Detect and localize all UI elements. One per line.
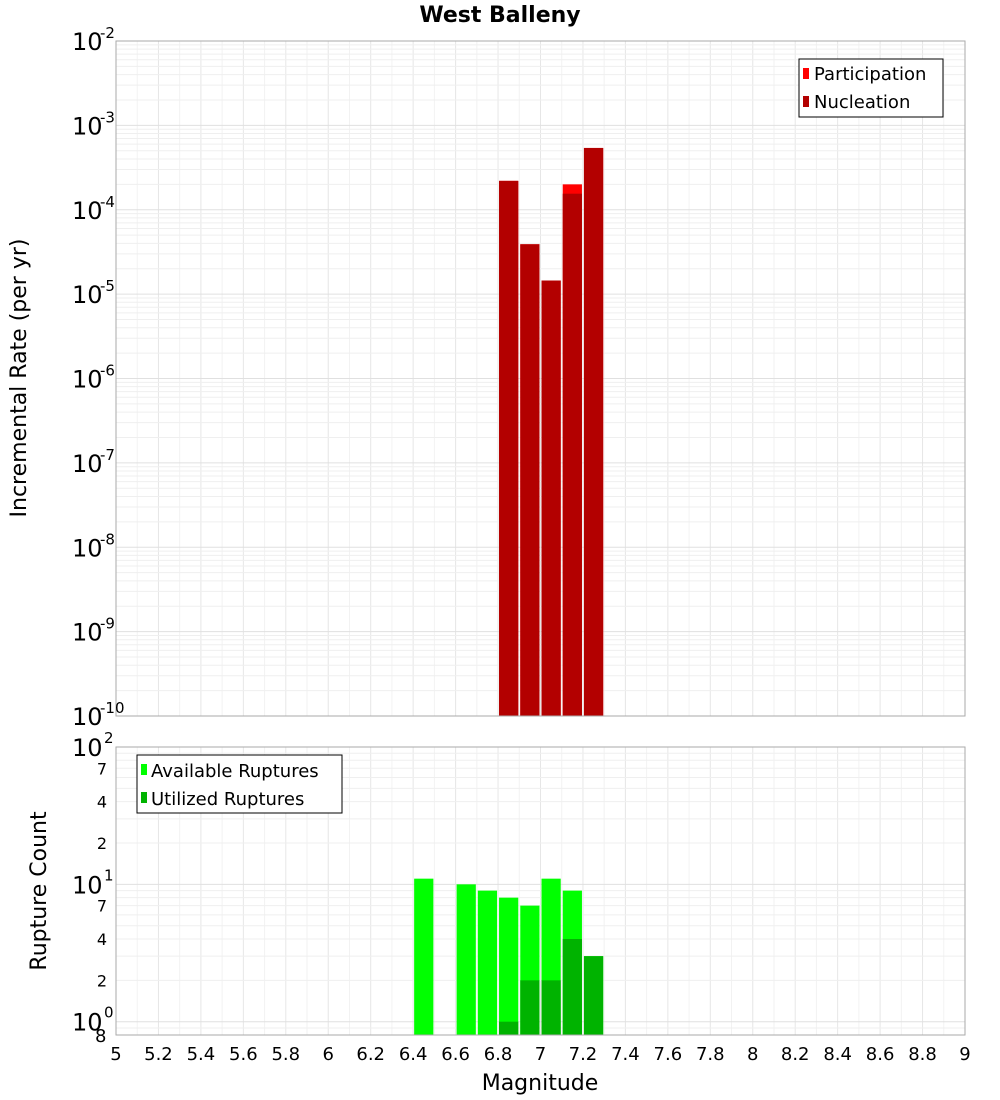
top-plot-frame: [115, 40, 966, 717]
top-y-tick-label: 10: [72, 366, 103, 394]
x-tick-label: 6: [323, 1044, 334, 1065]
x-tick-label: 7.4: [611, 1044, 640, 1065]
x-tick-label: 7: [535, 1044, 546, 1065]
legend-swatch-utilized: [141, 792, 147, 803]
bottom-y-tick-exponent: 2: [104, 729, 114, 747]
x-tick-label: 8.8: [908, 1044, 937, 1065]
x-tick-label: 5: [110, 1044, 121, 1065]
chart-title: West Balleny: [419, 3, 580, 28]
bottom-y-tick-label: 10: [72, 734, 103, 762]
x-tick-label: 6.4: [399, 1044, 428, 1065]
x-tick-label: 6.8: [484, 1044, 513, 1065]
bottom-y-tick-exponent: 0: [104, 1004, 114, 1022]
bottom-y-bottom-label: 8: [95, 1026, 106, 1047]
top-y-tick-label: 10: [72, 703, 103, 731]
bottom-y-axis-label: Rupture Count: [27, 811, 52, 971]
nucleation-bar: [562, 193, 582, 716]
top-plot-grid: [115, 40, 966, 717]
bottom-y-minor-tick-label: 7: [97, 897, 107, 916]
legend-swatch-participation: [803, 68, 809, 79]
available-ruptures-bar: [414, 878, 434, 1035]
top-y-tick-exponent: -3: [100, 108, 115, 126]
legend-label-utilized: Utilized Ruptures: [151, 789, 304, 810]
top-y-tick-exponent: -6: [100, 362, 115, 380]
top-y-tick-exponent: -2: [100, 24, 115, 42]
x-tick-label: 8: [747, 1044, 758, 1065]
legend-label-available: Available Ruptures: [151, 761, 319, 782]
nucleation-bar: [520, 244, 540, 717]
top-y-axis-label: Incremental Rate (per yr): [7, 239, 32, 518]
top-y-tick-exponent: -4: [100, 193, 115, 211]
bottom-y-minor-tick-label: 4: [97, 793, 107, 812]
top-y-tick-exponent: -9: [100, 615, 115, 633]
nucleation-bar: [541, 280, 561, 716]
top-legend: Participation Nucleation: [798, 58, 944, 118]
top-y-tick-label: 10: [72, 28, 103, 56]
legend-swatch-nucleation: [803, 96, 809, 107]
top-legend-box: [798, 58, 944, 118]
bottom-plot-frame: [115, 746, 966, 1036]
utilized-ruptures-bar: [541, 980, 561, 1035]
x-tick-label: 5.2: [144, 1044, 173, 1065]
top-y-tick-exponent: -10: [100, 699, 125, 717]
x-tick-label: 6.2: [356, 1044, 385, 1065]
x-tick-label: 6.6: [441, 1044, 470, 1065]
x-tick-label: 5.8: [271, 1044, 300, 1065]
available-ruptures-bar: [477, 890, 498, 1035]
legend-swatch-available: [141, 764, 147, 775]
bottom-legend: Available Ruptures Utilized Ruptures: [136, 754, 343, 814]
utilized-ruptures-bar: [562, 939, 582, 1035]
bottom-y-minor-tick-label: 2: [97, 834, 107, 853]
utilized-ruptures-bar: [583, 956, 604, 1035]
top-y-tick-exponent: -8: [100, 530, 115, 548]
utilized-ruptures-bar: [520, 980, 540, 1035]
top-y-tick-exponent: -7: [100, 446, 115, 464]
bottom-y-tick-label: 10: [72, 871, 103, 899]
x-tick-label: 7.6: [654, 1044, 683, 1065]
x-tick-label: 9: [959, 1044, 970, 1065]
bottom-y-minor-tick-label: 7: [97, 759, 107, 778]
x-tick-label: 8.2: [781, 1044, 810, 1065]
x-tick-label: 8.4: [823, 1044, 852, 1065]
bottom-y-minor-tick-label: 2: [97, 971, 107, 990]
x-axis-label: Magnitude: [482, 1071, 599, 1096]
available-ruptures-bar: [499, 897, 519, 1035]
top-y-tick-label: 10: [72, 281, 103, 309]
x-tick-label: 5.4: [187, 1044, 216, 1065]
top-y-tick-label: 10: [72, 112, 103, 140]
nucleation-bar: [583, 147, 604, 716]
x-tick-label: 7.8: [696, 1044, 725, 1065]
bottom-y-minor-tick-label: 4: [97, 930, 107, 949]
top-y-tick-exponent: -5: [100, 277, 115, 295]
top-y-tick-label: 10: [72, 534, 103, 562]
x-tick-label: 5.6: [229, 1044, 258, 1065]
available-ruptures-bar: [456, 884, 476, 1035]
legend-label-participation: Participation: [814, 64, 926, 85]
nucleation-bar: [499, 180, 519, 716]
bottom-y-tick-exponent: 1: [104, 866, 114, 884]
top-y-tick-label: 10: [72, 450, 103, 478]
top-y-tick-label: 10: [72, 619, 103, 647]
legend-label-nucleation: Nucleation: [814, 92, 910, 113]
x-tick-label: 7.2: [569, 1044, 598, 1065]
top-y-tick-label: 10: [72, 197, 103, 225]
bottom-legend-box: [136, 754, 343, 814]
x-tick-label: 8.6: [866, 1044, 895, 1065]
utilized-ruptures-bar: [499, 1021, 519, 1035]
bottom-y-tick-label: 10: [72, 1009, 103, 1037]
